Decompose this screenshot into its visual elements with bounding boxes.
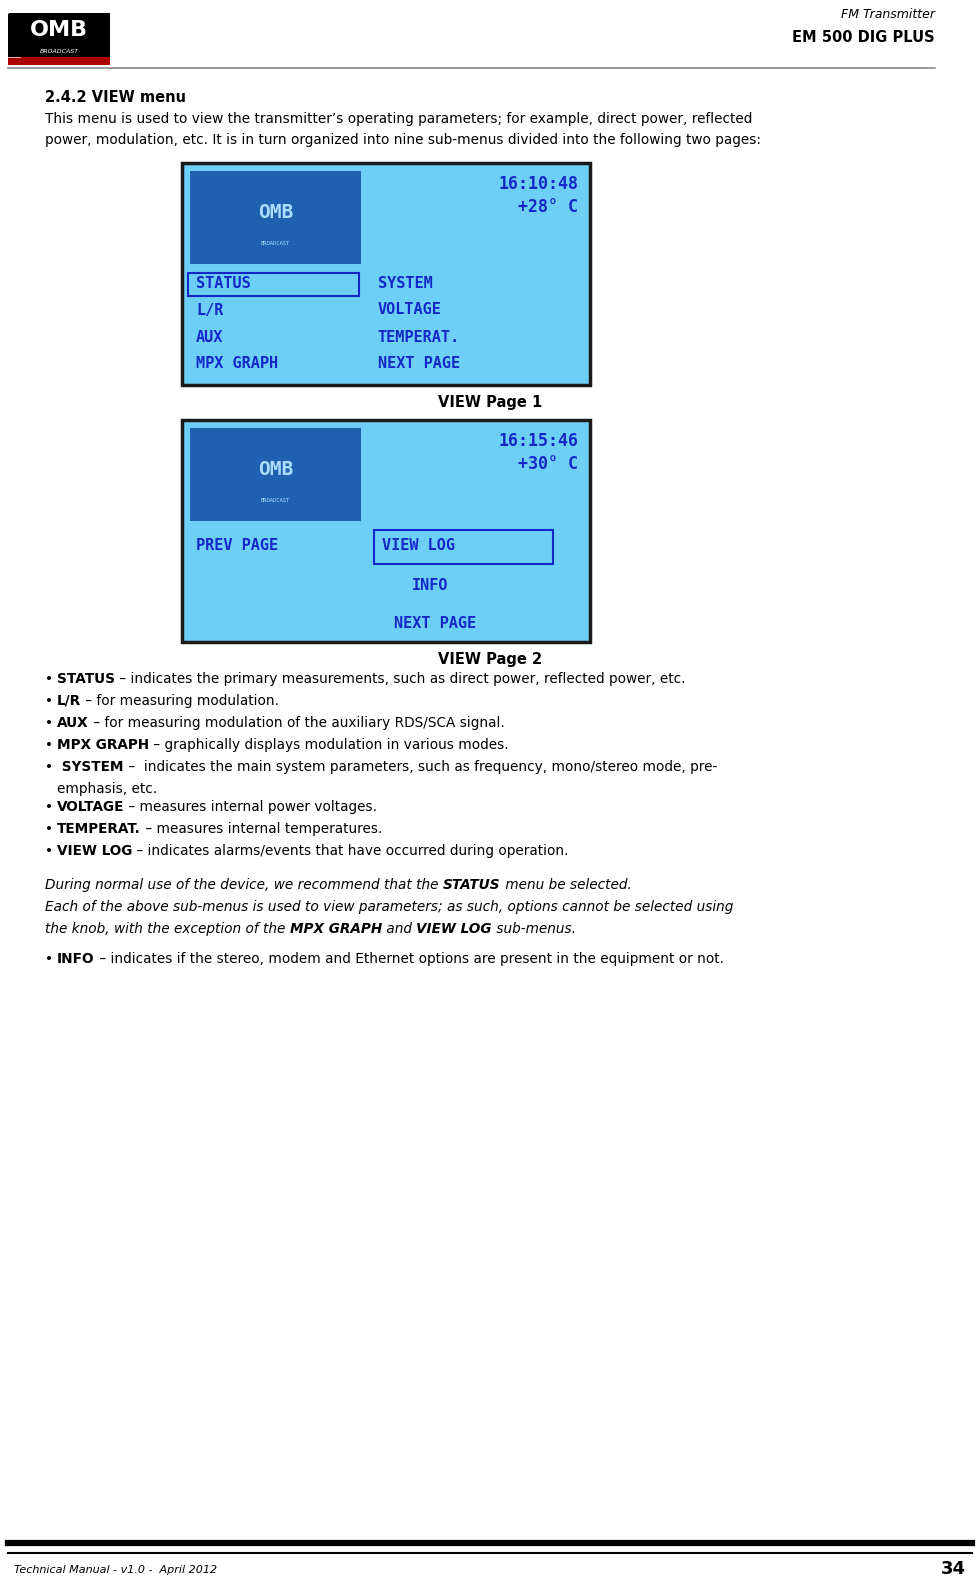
Text: – graphically displays modulation in various modes.: – graphically displays modulation in var… — [149, 738, 509, 753]
Bar — [182, 420, 590, 643]
Text: •: • — [45, 843, 53, 858]
Text: •: • — [45, 823, 53, 835]
Text: •: • — [45, 760, 53, 773]
Text: – measures internal power voltages.: – measures internal power voltages. — [124, 800, 377, 815]
Text: – measures internal temperatures.: – measures internal temperatures. — [141, 823, 382, 835]
Text: 16:15:46: 16:15:46 — [498, 433, 578, 450]
Text: BROADCAST: BROADCAST — [39, 49, 78, 54]
Bar — [190, 170, 361, 264]
Text: VIEW LOG: VIEW LOG — [381, 538, 455, 554]
Text: MPX GRAPH: MPX GRAPH — [290, 923, 382, 936]
Text: NEXT PAGE: NEXT PAGE — [394, 616, 476, 632]
Text: sub-menus.: sub-menus. — [492, 923, 576, 936]
Text: menu be selected.: menu be selected. — [501, 878, 631, 893]
Text: – for measuring modulation.: – for measuring modulation. — [81, 694, 279, 708]
Text: BROADCAST: BROADCAST — [261, 242, 290, 247]
Text: During normal use of the device, we recommend that the: During normal use of the device, we reco… — [45, 878, 443, 893]
Text: – indicates the primary measurements, such as direct power, reflected power, etc: – indicates the primary measurements, su… — [115, 671, 685, 686]
Text: INFO: INFO — [57, 951, 94, 966]
Text: VIEW Page 2: VIEW Page 2 — [438, 652, 542, 667]
Text: AUX: AUX — [57, 716, 88, 730]
Text: L/R: L/R — [196, 302, 223, 318]
Text: •: • — [45, 951, 53, 966]
Bar — [188, 274, 359, 296]
Text: •: • — [45, 694, 53, 708]
Text: +30° C: +30° C — [518, 455, 578, 473]
Text: •: • — [45, 716, 53, 730]
Text: FM Transmitter: FM Transmitter — [841, 8, 935, 21]
Text: TEMPERAT.: TEMPERAT. — [377, 329, 460, 345]
Bar — [8, 57, 110, 65]
Text: OMB: OMB — [30, 21, 88, 40]
Text: •: • — [45, 738, 53, 753]
Text: •: • — [45, 800, 53, 815]
Text: INFO: INFO — [412, 579, 448, 593]
Text: STATUS: STATUS — [196, 275, 251, 291]
Text: VOLTAGE: VOLTAGE — [57, 800, 124, 815]
Text: – indicates if the stereo, modem and Ethernet options are present in the equipme: – indicates if the stereo, modem and Eth… — [94, 951, 723, 966]
Text: –  indicates the main system parameters, such as frequency, mono/stereo mode, pr: – indicates the main system parameters, … — [123, 760, 717, 773]
Text: power, modulation, etc. It is in turn organized into nine sub-menus divided into: power, modulation, etc. It is in turn or… — [45, 134, 761, 146]
Text: – indicates alarms/events that have occurred during operation.: – indicates alarms/events that have occu… — [132, 843, 568, 858]
Bar — [373, 530, 553, 563]
Text: OMB: OMB — [258, 460, 293, 479]
Text: VIEW Page 1: VIEW Page 1 — [438, 395, 542, 410]
Text: the knob, with the exception of the: the knob, with the exception of the — [45, 923, 290, 936]
Bar — [8, 13, 110, 65]
Text: VIEW LOG: VIEW LOG — [57, 843, 132, 858]
Text: VIEW LOG: VIEW LOG — [416, 923, 492, 936]
Text: MPX GRAPH: MPX GRAPH — [57, 738, 149, 753]
Text: SYSTEM: SYSTEM — [377, 275, 432, 291]
Text: AUX: AUX — [196, 329, 223, 345]
Text: L/R: L/R — [57, 694, 81, 708]
Text: +28° C: +28° C — [518, 197, 578, 216]
Text: NEXT PAGE: NEXT PAGE — [377, 356, 460, 372]
Text: Technical Manual - v1.0 -  April 2012: Technical Manual - v1.0 - April 2012 — [14, 1566, 218, 1575]
Text: STATUS: STATUS — [57, 671, 115, 686]
Text: MPX GRAPH: MPX GRAPH — [196, 356, 278, 372]
Text: and: and — [382, 923, 416, 936]
Text: •: • — [45, 671, 53, 686]
Text: PREV PAGE: PREV PAGE — [196, 538, 278, 554]
Text: VOLTAGE: VOLTAGE — [377, 302, 442, 318]
Text: BROADCAST: BROADCAST — [261, 498, 290, 503]
Text: TEMPERAT.: TEMPERAT. — [57, 823, 141, 835]
Text: SYSTEM: SYSTEM — [57, 760, 123, 773]
Text: 2.4.2 VIEW menu: 2.4.2 VIEW menu — [45, 91, 186, 105]
Text: – for measuring modulation of the auxiliary RDS/SCA signal.: – for measuring modulation of the auxili… — [88, 716, 505, 730]
Bar — [182, 162, 590, 385]
Text: This menu is used to view the transmitter’s operating parameters; for example, d: This menu is used to view the transmitte… — [45, 111, 753, 126]
Bar — [190, 428, 361, 520]
Text: Each of the above sub-menus is used to view parameters; as such, options cannot : Each of the above sub-menus is used to v… — [45, 901, 733, 913]
Text: EM 500 DIG PLUS: EM 500 DIG PLUS — [793, 30, 935, 45]
Text: 34: 34 — [941, 1561, 966, 1578]
Text: emphasis, etc.: emphasis, etc. — [57, 783, 157, 796]
Text: 16:10:48: 16:10:48 — [498, 175, 578, 193]
Text: OMB: OMB — [258, 204, 293, 223]
Text: STATUS: STATUS — [443, 878, 501, 893]
